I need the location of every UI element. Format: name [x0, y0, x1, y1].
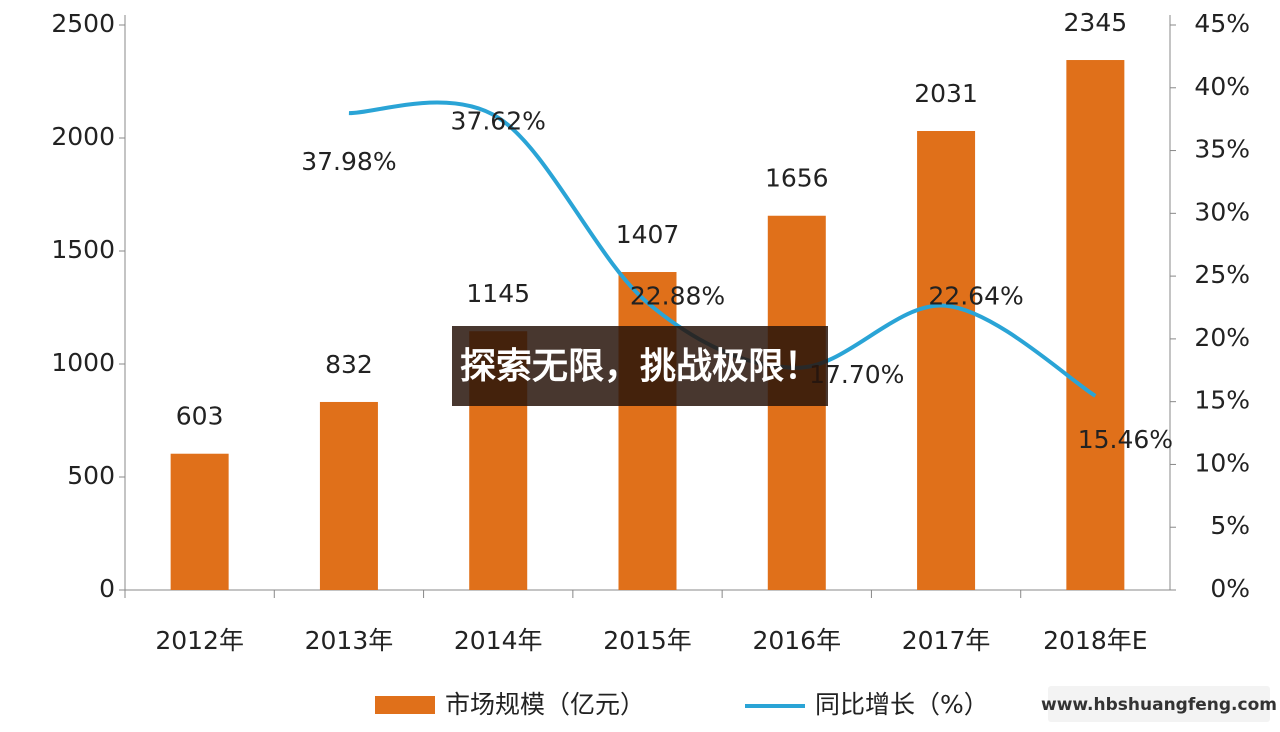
legend-swatch — [375, 696, 435, 714]
y2-tick-label: 25% — [1194, 260, 1250, 289]
line-value-label: 37.98% — [301, 147, 396, 176]
y2-tick-label: 10% — [1194, 448, 1250, 477]
legend-label: 同比增长（%） — [815, 690, 989, 719]
bar-value-label: 1656 — [765, 164, 829, 193]
y-tick-label: 500 — [67, 461, 115, 490]
y2-tick-label: 0% — [1210, 574, 1250, 603]
bar-value-label: 603 — [176, 402, 224, 431]
bar — [917, 130, 976, 590]
bar — [618, 272, 677, 590]
bar-value-label: 1145 — [466, 279, 530, 308]
x-tick-label: 2014年 — [454, 626, 543, 655]
watermark: www.hbshuangfeng.com — [1041, 695, 1277, 715]
x-tick-label: 2017年 — [902, 626, 991, 655]
y-tick-label: 1500 — [51, 235, 115, 264]
banner-bg — [452, 326, 828, 406]
y2-tick-label: 30% — [1194, 197, 1250, 226]
y2-tick-label: 40% — [1194, 72, 1250, 101]
x-tick-label: 2016年 — [752, 626, 841, 655]
x-tick-label: 2013年 — [305, 626, 394, 655]
bar — [319, 401, 378, 590]
banner-text: 探索无限，挑战极限！ — [460, 346, 820, 387]
bar-value-label: 1407 — [616, 220, 680, 249]
y-tick-label: 2500 — [51, 9, 115, 38]
y-tick-label: 2000 — [51, 122, 115, 151]
bar-value-label: 832 — [325, 350, 373, 379]
line-value-label: 15.46% — [1078, 425, 1173, 454]
bar — [170, 453, 229, 590]
line-value-label: 22.64% — [928, 282, 1023, 311]
line-value-label: 37.62% — [451, 107, 546, 136]
y2-tick-label: 35% — [1194, 135, 1250, 164]
watermark-bg — [1048, 686, 1270, 722]
y2-tick-label: 20% — [1194, 323, 1250, 352]
x-tick-label: 2012年 — [155, 626, 244, 655]
x-tick-label: 2018年E — [1043, 626, 1147, 655]
line-value-label: 22.88% — [630, 282, 725, 311]
y-tick-label: 0 — [99, 574, 115, 603]
legend-label: 市场规模（亿元） — [445, 690, 645, 719]
bar-value-label: 2345 — [1064, 8, 1128, 37]
x-tick-label: 2015年 — [603, 626, 692, 655]
y2-tick-label: 15% — [1194, 386, 1250, 415]
y2-tick-label: 45% — [1194, 9, 1250, 38]
bar-value-label: 2031 — [914, 79, 978, 108]
y2-tick-label: 5% — [1210, 511, 1250, 540]
y-tick-label: 1000 — [51, 348, 115, 377]
bar — [1066, 60, 1125, 590]
